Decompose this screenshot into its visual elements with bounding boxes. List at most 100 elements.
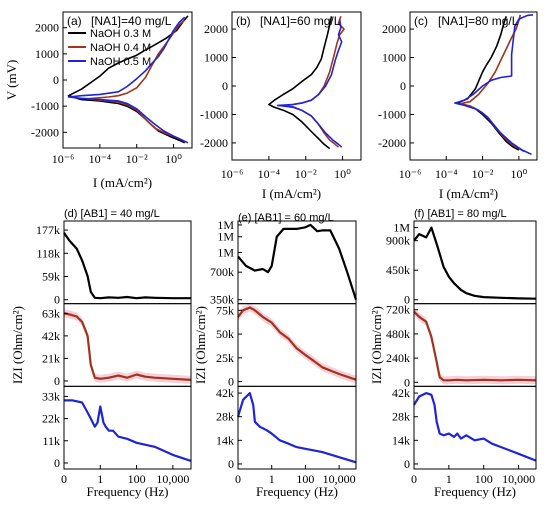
y-tick-label-a: -1000 bbox=[31, 99, 59, 113]
y-tick-label-a: 0 bbox=[53, 73, 59, 87]
y-tick-label-e: 25k bbox=[216, 351, 234, 365]
series-line-a-3 bbox=[67, 16, 189, 144]
x-tick-label-b: 10⁻⁴ bbox=[258, 167, 281, 181]
panel-label-a: (a) bbox=[67, 14, 82, 28]
x-tick-label-b: 10⁰ bbox=[334, 167, 351, 181]
x-tick-label-e: 1 bbox=[269, 472, 275, 486]
y-tick-label-b: 0 bbox=[222, 79, 228, 93]
y-tick-label-a: 1000 bbox=[35, 47, 59, 61]
y-tick-label-c: 2000 bbox=[382, 22, 406, 36]
x-tick-label-b: 10⁻⁶ bbox=[221, 167, 244, 181]
plot-frame-e-3 bbox=[237, 385, 357, 470]
y-tick-label-e: 28k bbox=[216, 410, 234, 424]
panel-e: (e) [AB1] = 60 mg/L350k700k1M1M1M025k50k… bbox=[193, 212, 358, 499]
y-tick-label-e: 50k bbox=[216, 327, 234, 341]
y-tick-label-d: 0 bbox=[54, 456, 60, 470]
panel-title-e: (e) [AB1] = 60 mg/L bbox=[238, 212, 334, 224]
error-band-f bbox=[414, 307, 536, 387]
x-tick-label-f: 10,000 bbox=[502, 472, 535, 486]
x-tick-label-c: 10⁰ bbox=[510, 167, 527, 181]
x-tick-label-c: 10⁻² bbox=[472, 167, 494, 181]
y-tick-label-e: 14k bbox=[216, 433, 234, 447]
x-axis-label-a: I (mA/cm²) bbox=[93, 175, 152, 190]
y-tick-label-a: -2000 bbox=[31, 125, 59, 139]
series-line-f-2 bbox=[413, 310, 537, 382]
y-tick-label-e: 1M bbox=[217, 245, 234, 259]
y-tick-label-c: -2000 bbox=[378, 136, 406, 150]
y-tick-label-f: 720k bbox=[386, 303, 410, 317]
y-tick-label-e: 700k bbox=[210, 265, 234, 279]
x-axis-label-f: Frequency (Hz) bbox=[434, 484, 516, 499]
x-tick-label-a: 10⁰ bbox=[165, 152, 182, 166]
series-line-b-2 bbox=[282, 16, 345, 148]
panel-title-a: [NA1]=40 mg/L bbox=[91, 14, 172, 28]
panel-label-b: (b) bbox=[236, 14, 251, 28]
y-tick-label-e: 0 bbox=[228, 457, 234, 471]
x-tick-label-a: 10⁻² bbox=[126, 152, 148, 166]
subplot-f-3: 0 14k 28k 42k bbox=[392, 385, 537, 471]
panel-title-b: [NA1]=60 mg/L bbox=[260, 14, 341, 28]
subplot-e-3: 0 14k 28k 42k bbox=[216, 385, 357, 471]
y-tick-label-b: 2000 bbox=[204, 22, 228, 36]
x-tick-label-d: 10,000 bbox=[156, 472, 189, 486]
x-tick-label-c: 10⁻⁴ bbox=[435, 167, 458, 181]
y-tick-label-d: 0 bbox=[54, 293, 60, 307]
subplot-f-2: 0 240k 480k 720k bbox=[386, 303, 537, 389]
panel-title-f: (f) [AB1] = 80 mg/L bbox=[414, 208, 507, 220]
plot-frame-e-1 bbox=[237, 220, 357, 305]
plot-frame-d-3 bbox=[63, 385, 192, 470]
series-line-f-1 bbox=[413, 226, 537, 300]
y-axis-label-f: IZI (Ohm/cm²) bbox=[369, 306, 384, 384]
legend-entry-3: NaOH 0.5 M bbox=[90, 56, 151, 68]
series-line-d-2 bbox=[63, 312, 192, 381]
y-tick-label-e: 42k bbox=[216, 386, 234, 400]
x-tick-label-d: 0 bbox=[61, 472, 67, 486]
series-line-c-2 bbox=[459, 14, 525, 153]
y-tick-label-f: 0 bbox=[404, 375, 410, 389]
y-tick-label-e: 350k bbox=[210, 293, 234, 307]
y-tick-label-b: -1000 bbox=[200, 107, 228, 121]
x-tick-label-f: 1 bbox=[446, 472, 452, 486]
x-axis-label-c: I (mA/cm²) bbox=[439, 186, 498, 201]
y-axis-label-e: IZI (Ohm/cm²) bbox=[193, 306, 208, 384]
x-tick-label-a: 10⁻⁶ bbox=[52, 152, 75, 166]
y-tick-label-e: 1M bbox=[217, 230, 234, 244]
x-tick-label-f: 0 bbox=[411, 472, 417, 486]
y-tick-label-d: 0 bbox=[54, 374, 60, 388]
y-tick-label-c: 0 bbox=[400, 79, 406, 93]
plot-frame-f-3 bbox=[413, 385, 537, 470]
y-tick-label-e: 75k bbox=[216, 303, 234, 317]
x-axis-label-e: Frequency (Hz) bbox=[256, 484, 338, 499]
subplot-d-2: 0 21k 42k 63k bbox=[42, 303, 192, 388]
y-tick-label-d: 42k bbox=[42, 329, 60, 343]
x-tick-label-e: 10,000 bbox=[323, 472, 356, 486]
error-band-e bbox=[238, 303, 356, 387]
y-tick-label-f: 0 bbox=[404, 293, 410, 307]
y-tick-label-f: 450k bbox=[386, 263, 410, 277]
panel-b: -2000 -1000 0 1000 2000 10⁻⁶ 10⁻⁴ 10⁻² 10⁰ (b) [NA… bbox=[200, 11, 362, 201]
panel-title-d: (d) [AB1] = 40 mg/L bbox=[64, 208, 160, 220]
x-tick-label-e: 100 bbox=[296, 472, 314, 486]
y-tick-label-f: 14k bbox=[392, 433, 410, 447]
series-line-f-3 bbox=[413, 392, 537, 462]
y-tick-label-d: 59k bbox=[42, 270, 60, 284]
y-axis-label-d: IZI (Ohm/cm²) bbox=[10, 306, 25, 384]
subplot-e-2: 0 25k 50k 75k bbox=[216, 303, 357, 389]
series-line-b-3 bbox=[276, 18, 343, 148]
panel-c: -2000 -1000 0 1000 2000 10⁻⁶ 10⁻⁴ 10⁻² 10⁰ (c) [NA… bbox=[378, 11, 538, 201]
y-tick-label-d: 177k bbox=[36, 223, 60, 237]
y-tick-label-d: 21k bbox=[42, 351, 60, 365]
x-tick-label-d: 1 bbox=[97, 472, 103, 486]
plot-frame-c bbox=[409, 11, 538, 161]
series-line-c-3 bbox=[454, 14, 534, 156]
series-line-e-1 bbox=[237, 223, 358, 301]
y-axis-label-a: V (mV) bbox=[4, 60, 19, 101]
y-tick-label-f: 42k bbox=[392, 386, 410, 400]
error-band-d bbox=[64, 309, 191, 387]
x-tick-label-a: 10⁻⁴ bbox=[89, 152, 112, 166]
series-line-d-1 bbox=[63, 232, 191, 300]
x-tick-label-e: 0 bbox=[235, 472, 241, 486]
series-line-e-3 bbox=[236, 392, 357, 464]
